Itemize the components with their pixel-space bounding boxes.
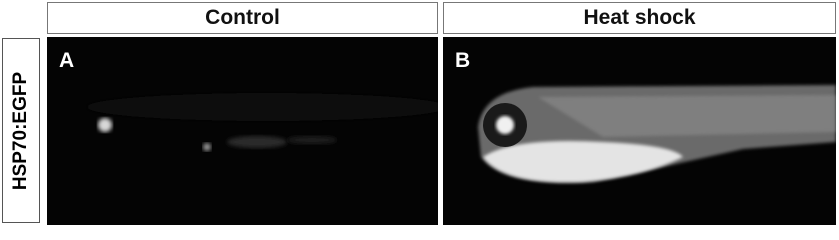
image-panel: A — [47, 37, 438, 225]
weak-signal — [227, 136, 287, 148]
row-label: HSP70:EGFP — [10, 71, 31, 190]
lens — [496, 116, 514, 134]
eye-signal — [98, 118, 112, 132]
weak-signal — [287, 136, 337, 144]
row-label-box: HSP70:EGFP — [2, 38, 40, 223]
figure: HSP70:EGFP Control Heat shock A B (() =>… — [2, 2, 836, 225]
panel-letter: A — [59, 49, 75, 72]
image-panel: B — [443, 37, 836, 225]
yolk-signal — [483, 141, 683, 183]
fish-muscle — [538, 95, 836, 137]
fish-outline — [87, 93, 438, 121]
fluorescence-image — [87, 93, 438, 151]
panel-letter: B — [455, 49, 471, 72]
column-header: Control — [47, 2, 438, 34]
spot-signal — [203, 143, 211, 151]
column-header: Heat shock — [443, 2, 836, 34]
fluorescence-image — [478, 85, 836, 183]
